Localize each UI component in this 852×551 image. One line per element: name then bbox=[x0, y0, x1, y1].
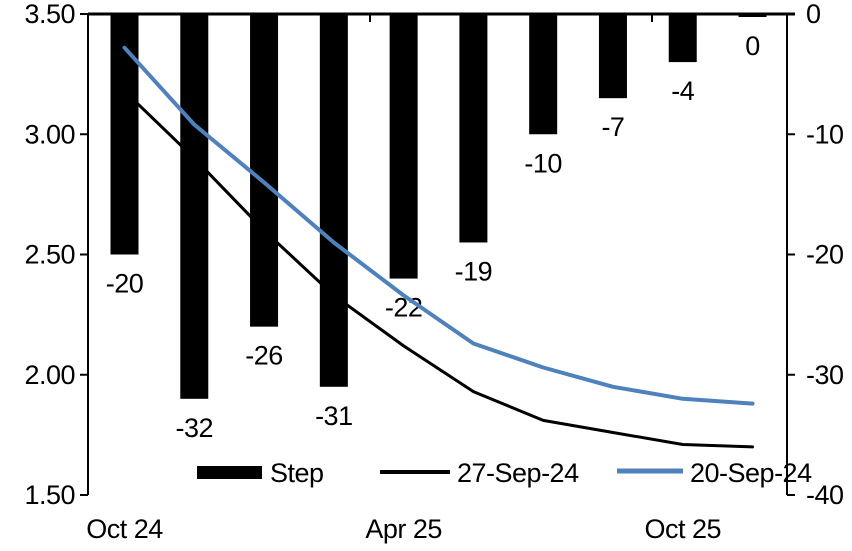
legend-step-swatch bbox=[197, 466, 262, 479]
bar-data-label: -7 bbox=[601, 112, 624, 142]
right-axis-tick-label: -10 bbox=[806, 119, 844, 149]
left-axis-tick-label: 3.50 bbox=[24, 0, 75, 29]
legend-line1-label: 27-Sep-24 bbox=[457, 458, 579, 488]
bar-data-label: -32 bbox=[176, 413, 214, 443]
legend-line2-label: 20-Sep-24 bbox=[690, 458, 812, 488]
legend bbox=[197, 466, 683, 479]
left-axis-tick-label: 2.50 bbox=[24, 240, 75, 270]
left-axis-tick-label: 3.00 bbox=[24, 119, 75, 149]
right-axis-tick-label: -40 bbox=[806, 480, 844, 510]
bar-step bbox=[319, 14, 348, 387]
left-axis-tick-label: 2.00 bbox=[24, 360, 75, 390]
bar-step bbox=[110, 14, 139, 255]
bar-data-label: 0 bbox=[745, 31, 760, 61]
bar-step bbox=[389, 14, 418, 279]
bar-step bbox=[459, 14, 488, 243]
left-axis-tick-label: 1.50 bbox=[24, 480, 75, 510]
x-axis-label: Oct 25 bbox=[644, 514, 721, 544]
right-axis-tick-label: -30 bbox=[806, 360, 844, 390]
bar-step bbox=[529, 14, 558, 135]
line-series-20-Sep-24 bbox=[122, 45, 755, 406]
bar-data-label: -19 bbox=[455, 256, 493, 286]
bar-data-label: -26 bbox=[245, 341, 283, 371]
legend-step-label: Step bbox=[270, 458, 324, 488]
x-axis-label: Oct 24 bbox=[86, 514, 163, 544]
bar-step bbox=[250, 14, 279, 327]
right-axis-tick-label: 0 bbox=[806, 0, 821, 29]
line-series-27-Sep-24 bbox=[123, 89, 755, 449]
bar-data-label: -4 bbox=[671, 76, 694, 106]
bar-data-label: -10 bbox=[524, 148, 562, 178]
bar-data-label: -31 bbox=[315, 401, 353, 431]
bar-data-label: -20 bbox=[106, 269, 144, 299]
right-axis-tick-label: -20 bbox=[806, 240, 844, 270]
bar-step bbox=[180, 14, 209, 399]
x-axis-label: Apr 25 bbox=[365, 514, 442, 544]
bar-step bbox=[598, 14, 627, 99]
bar-step bbox=[668, 14, 697, 63]
